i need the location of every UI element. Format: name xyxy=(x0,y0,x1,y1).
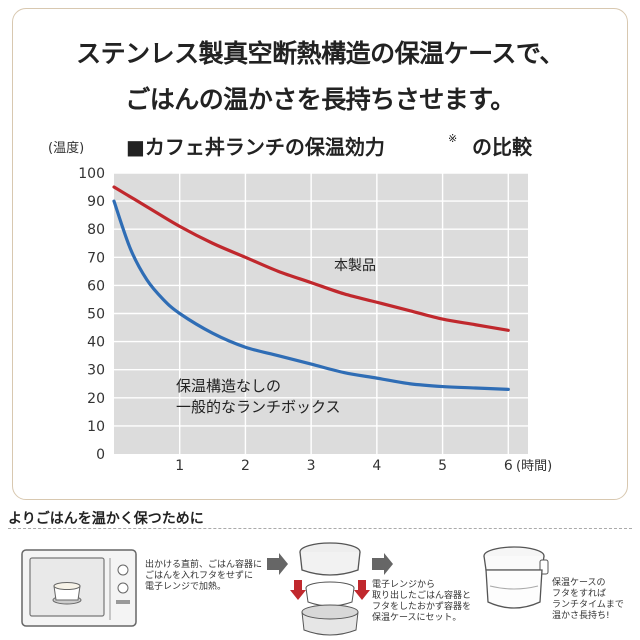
x-tick-label: 2 xyxy=(241,458,250,474)
x-tick-label: 6 xyxy=(504,458,513,474)
series-line-2 xyxy=(112,199,510,391)
tips-title: よりごはんを温かく保つために xyxy=(8,511,204,527)
y-tick-label: 60 xyxy=(87,278,105,294)
x-tick-label: 1 xyxy=(175,458,184,474)
series-label-2-line-2: 一般的なランチボックス xyxy=(176,398,341,416)
y-axis-label: (温度) xyxy=(48,140,84,156)
y-tick-label: 100 xyxy=(78,166,105,182)
x-tick-label: 4 xyxy=(372,458,381,474)
series-line-1 xyxy=(112,185,510,332)
series-label-2-line-1: 保温構造なしの xyxy=(176,377,281,395)
container-stack-icon xyxy=(290,542,370,636)
step2-text: 電子レンジから 取り出したごはん容器と フタをしたおかず容器を 保温ケースにセッ… xyxy=(372,580,472,623)
y-tick-label: 90 xyxy=(87,194,105,210)
y-tick-label: 20 xyxy=(87,391,105,407)
y-tick-label: 80 xyxy=(87,222,105,238)
headline-line-1: ステンレス製真空断熱構造の保温ケースで、 xyxy=(76,39,564,68)
chart-title: ■カフェ丼ランチの保温効力 xyxy=(126,135,385,159)
arrow-right-icon xyxy=(372,553,393,575)
y-tick-label: 30 xyxy=(87,363,105,379)
chart-title-mark: ※ xyxy=(448,132,457,145)
y-tick-label: 10 xyxy=(87,419,105,435)
temperature-chart: (温度) ■カフェ丼ランチの保温効力 ※ の比較 0 10 20 30 40 50 60 70 80 90… xyxy=(48,132,552,474)
y-tick-label: 70 xyxy=(87,250,105,266)
chart-title-suffix: の比較 xyxy=(472,135,533,159)
series-label-1: 本製品 xyxy=(334,258,376,274)
x-tick-label: 3 xyxy=(307,458,316,474)
y-tick-label: 0 xyxy=(96,447,105,463)
step1-text: 出かける直前、ごはん容器に ごはんを入れフタをせずに 電子レンジで加熱。 xyxy=(145,560,263,592)
y-tick-label: 40 xyxy=(87,335,105,351)
arrow-right-icon xyxy=(267,553,288,575)
step3-text: 保温ケースの フタをすれば ランチタイムまで 温かさ長持ち! xyxy=(552,578,624,621)
tips-divider xyxy=(8,528,632,529)
microwave-icon xyxy=(21,549,137,627)
lunch-case-icon xyxy=(483,546,549,609)
y-tick-label: 50 xyxy=(87,307,105,323)
x-tick-label: 5 xyxy=(438,458,447,474)
headline-line-2: ごはんの温かさを長持ちさせます。 xyxy=(125,85,515,114)
x-axis-label: (時間) xyxy=(516,459,552,474)
